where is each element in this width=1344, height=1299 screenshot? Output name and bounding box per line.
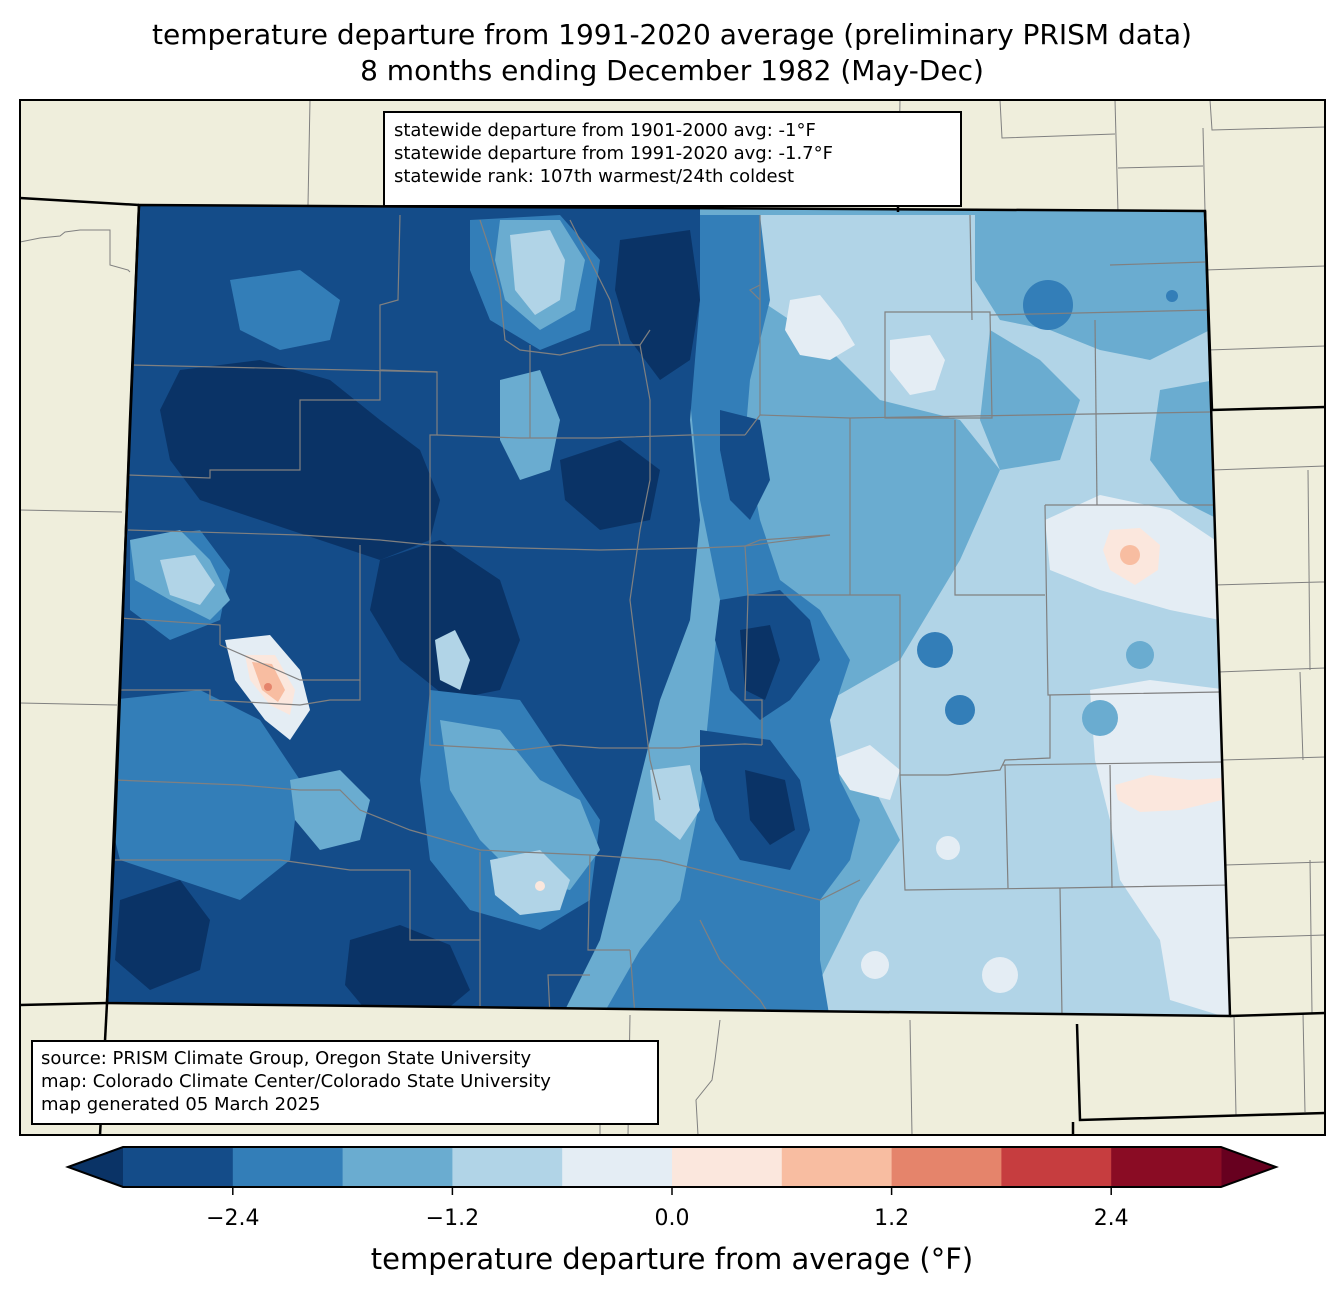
contour-mid-spot6 xyxy=(1126,641,1154,669)
colorbar-tick-label: 1.2 xyxy=(874,1206,910,1231)
contour-mid-blue-spot1 xyxy=(1023,280,1073,330)
colorbar-segment xyxy=(452,1147,563,1187)
colorbar-tick-label: −2.4 xyxy=(206,1206,260,1231)
contour-mid-spot5 xyxy=(1082,700,1118,736)
contour-sw-darkest2 xyxy=(115,880,210,990)
colorbar-segment xyxy=(562,1147,673,1187)
contour-lightest-se xyxy=(1090,680,1230,1016)
colorbar-tick-label: 2.4 xyxy=(1093,1206,1129,1231)
colorbar-label: temperature departure from average (°F) xyxy=(370,1242,974,1276)
contour-front-range-dark xyxy=(720,410,770,520)
contour-lightest-spot2 xyxy=(861,951,889,979)
contour-west-light3 xyxy=(440,720,600,890)
colorbar-segment xyxy=(781,1147,893,1187)
contour-west-warm-core xyxy=(264,683,272,691)
colorbar-segment xyxy=(232,1147,344,1187)
temperature-field xyxy=(107,205,1230,1016)
county-lines xyxy=(114,214,1230,1016)
contour-lightest-spot1 xyxy=(982,957,1018,993)
colorbar-segment xyxy=(123,1147,234,1187)
contour-sw-darkest xyxy=(345,925,470,1015)
contour-east-central-mid xyxy=(980,330,1080,470)
contour-lightest-ne2 xyxy=(890,335,945,395)
contour-west-mid1 xyxy=(107,690,300,900)
contour-mid-blue-spot4 xyxy=(945,695,975,725)
colorbar-outline xyxy=(65,1146,1279,1188)
contour-north-light2 xyxy=(435,630,470,690)
colorbar-tick-label: 0.0 xyxy=(654,1206,690,1231)
chart-title-line-2: 8 months ending December 1982 (May-Dec) xyxy=(360,54,984,87)
contour-central-darkest xyxy=(370,540,520,700)
credits-generated: map generated 05 March 2025 xyxy=(41,1094,321,1115)
colorbar-over-extension xyxy=(1221,1147,1276,1187)
contour-front-range-darkest2 xyxy=(745,770,795,845)
colorbar-under-extension xyxy=(68,1147,123,1187)
colorbar-segment xyxy=(1111,1147,1222,1187)
stats-line-1901-2000: statewide departure from 1901-2000 avg: … xyxy=(394,120,816,141)
contour-lightest-sc xyxy=(830,745,900,800)
credits-box: source: PRISM Climate Group, Oregon Stat… xyxy=(31,1040,659,1125)
colorbar-segment xyxy=(891,1147,1002,1187)
credits-map: map: Colorado Climate Center/Colorado St… xyxy=(41,1071,551,1092)
contour-lightest-ne xyxy=(785,295,855,360)
map-frame xyxy=(19,99,1326,1136)
stats-line-rank: statewide rank: 107th warmest/24th colde… xyxy=(394,166,795,187)
contour-lightest-spot3 xyxy=(936,836,960,860)
contour-mid-blue-spot2 xyxy=(1166,290,1178,302)
contour-west-warm2 xyxy=(252,662,285,702)
stats-line-1991-2020: statewide departure from 1991-2020 avg: … xyxy=(394,143,833,164)
colorbar xyxy=(65,1146,1279,1195)
statewide-stats-box: statewide departure from 1901-2000 avg: … xyxy=(383,111,962,207)
contour-ec2-mid xyxy=(1150,380,1220,520)
colorbar-tick-label: −1.2 xyxy=(425,1206,480,1231)
colorbar-segment xyxy=(1001,1147,1112,1187)
contour-central-darkest2 xyxy=(560,440,660,530)
contour-sw-warm xyxy=(535,881,545,891)
contour-warm-southeast xyxy=(1115,775,1222,812)
contour-warm-east-core xyxy=(1120,545,1140,565)
contour-west-light6 xyxy=(160,555,215,605)
contour-sw-light2 xyxy=(650,765,700,840)
contour-sw-light xyxy=(490,850,570,915)
contour-west-mid5 xyxy=(230,270,340,350)
contour-front-range-darkest xyxy=(740,625,780,700)
colorbar-segment xyxy=(342,1147,453,1187)
contour-north-darkest xyxy=(615,230,700,380)
chart-title-line-1: temperature departure from 1991-2020 ave… xyxy=(152,18,1192,51)
colorbar-segment xyxy=(672,1147,783,1187)
contour-mid-blue-spot3 xyxy=(917,632,953,668)
credits-source: source: PRISM Climate Group, Oregon Stat… xyxy=(41,1048,532,1069)
contour-north-light xyxy=(510,230,565,315)
